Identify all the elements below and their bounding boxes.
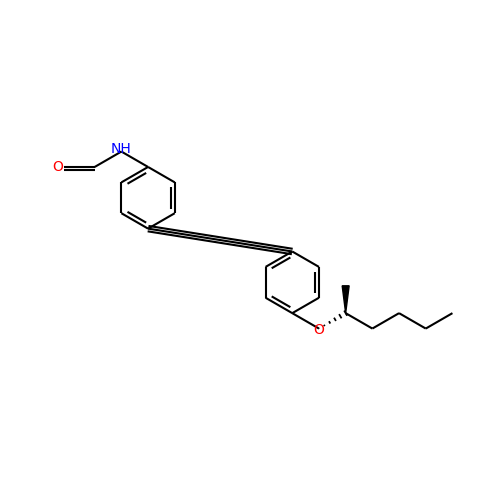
- Polygon shape: [342, 286, 349, 313]
- Text: O: O: [314, 322, 324, 336]
- Text: O: O: [52, 160, 64, 174]
- Text: NH: NH: [111, 142, 132, 156]
